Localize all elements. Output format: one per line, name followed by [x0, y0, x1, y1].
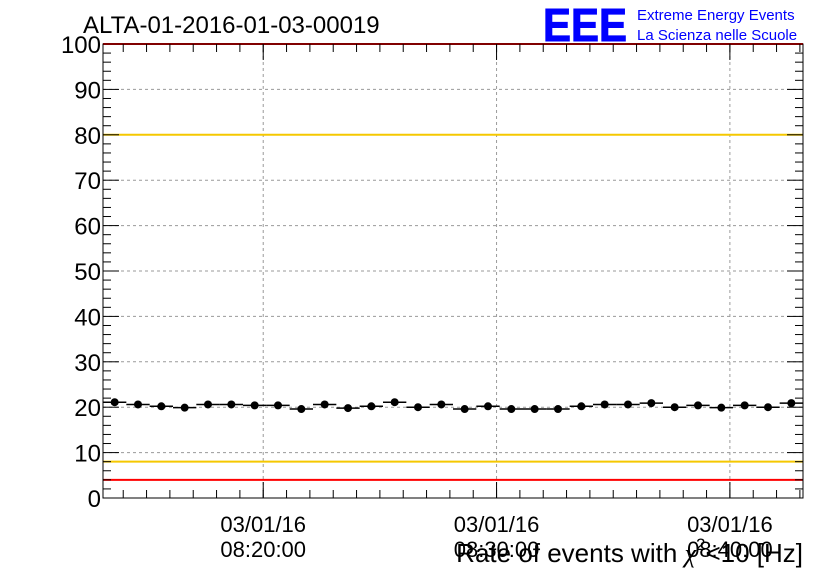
data-point	[157, 402, 166, 411]
y-tick-label: 40	[74, 304, 101, 331]
x-axis-title-sup: 2	[696, 535, 705, 554]
logo-mark: EEE	[543, 0, 627, 51]
x-tick-label-date: 03/01/16	[454, 512, 540, 537]
data-point	[437, 400, 446, 409]
plot-frame	[102, 43, 804, 499]
data-point	[297, 405, 306, 414]
axes: 010203040506070809010003/01/1608:20:0003…	[61, 32, 804, 562]
data-point	[554, 405, 562, 414]
data-point	[577, 402, 586, 411]
data-point	[670, 403, 679, 412]
y-tick-label: 50	[74, 259, 101, 286]
x-axis-title: Rate of events with χ2<10 [Hz]	[456, 535, 803, 568]
y-tick-label: 20	[74, 395, 101, 422]
chart-title: ALTA-01-2016-01-03-00019	[83, 12, 380, 39]
data-point	[227, 400, 236, 409]
x-axis-title-chi: χ	[682, 539, 697, 568]
y-tick-label: 100	[61, 32, 101, 59]
data-point	[717, 403, 726, 412]
logo-line-2: La Scienza nelle Scuole	[637, 27, 797, 44]
data-series	[103, 398, 803, 414]
data-point	[344, 404, 352, 413]
x-tick-label-date: 03/01/16	[220, 512, 306, 537]
y-tick-label: 70	[74, 168, 101, 195]
data-point	[460, 405, 469, 414]
data-point	[180, 403, 189, 412]
data-point	[414, 403, 422, 412]
data-point	[624, 400, 632, 409]
data-point	[134, 400, 142, 409]
data-point	[740, 401, 749, 410]
y-tick-label: 10	[74, 441, 101, 468]
data-point	[390, 398, 399, 407]
data-point	[204, 400, 212, 409]
y-tick-label: 30	[74, 350, 101, 377]
data-point	[647, 399, 656, 408]
x-axis-title-prefix: Rate of events with	[456, 538, 684, 568]
data-point	[250, 401, 259, 410]
x-tick-label-time: 08:20:00	[220, 537, 306, 562]
y-tick-label: 0	[88, 486, 101, 513]
data-point	[110, 398, 119, 407]
y-tick-label: 80	[74, 123, 101, 150]
logo-line-1: Extreme Energy Events	[637, 7, 795, 24]
y-tick-label: 90	[74, 77, 101, 104]
data-point	[484, 402, 492, 411]
x-axis-title-suffix: <10 [Hz]	[705, 538, 803, 568]
data-point	[787, 399, 796, 408]
data-point	[320, 400, 329, 409]
data-point	[507, 405, 516, 414]
x-tick-label-time: 08:40:00	[687, 537, 773, 562]
data-point	[367, 402, 376, 411]
data-point	[600, 400, 609, 409]
data-point	[764, 403, 772, 412]
data-point	[530, 405, 539, 414]
data-point	[274, 401, 282, 410]
x-tick-label-date: 03/01/16	[687, 512, 773, 537]
data-point	[694, 401, 702, 410]
x-tick-label-time: 08:30:00	[454, 537, 540, 562]
eee-logo: EEE Extreme Energy Events La Scienza nel…	[543, 0, 798, 52]
y-tick-label: 60	[74, 214, 101, 241]
